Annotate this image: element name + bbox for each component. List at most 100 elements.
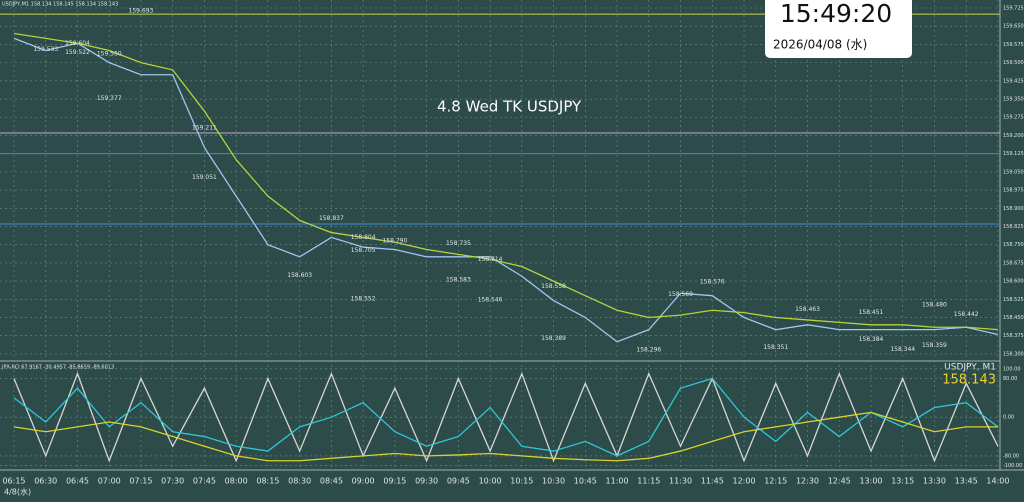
indicator-title: JPX-RCI 67.9167 -30.4957 -85.8659 -89.60… <box>1 365 114 371</box>
price-annotation: 159.693 <box>129 7 154 14</box>
y-tick-label: 158.825 <box>1003 224 1024 230</box>
x-tick-label: 12:30 <box>796 477 819 486</box>
series-line <box>13 32 998 331</box>
price-annotation: 158.558 <box>541 283 566 290</box>
price-annotation: 158.463 <box>795 306 820 313</box>
x-tick-label: 11:45 <box>701 477 724 486</box>
x-tick-label: 06:15 <box>2 477 25 486</box>
x-tick-label: 09:30 <box>415 477 438 486</box>
x-tick-label: 09:45 <box>447 477 470 486</box>
y-tick-label: 159.650 <box>1003 24 1024 30</box>
indicator-symbol: USDJPY, M1 <box>944 363 996 373</box>
y-tick-label: 159.575 <box>1003 42 1024 48</box>
price-annotation: 158.837 <box>319 215 344 222</box>
x-tick-label: 11:30 <box>669 477 692 486</box>
x-tick-label: 13:45 <box>955 477 978 486</box>
price-annotation: 158.804 <box>351 234 376 241</box>
x-tick-label: 12:45 <box>828 477 851 486</box>
y-tick-label: 159.125 <box>1003 151 1024 157</box>
x-tick-label: 10:15 <box>510 477 533 486</box>
x-tick-label: 06:45 <box>66 477 89 486</box>
x-tick-label: 10:45 <box>574 477 597 486</box>
last-price: 158.143 <box>942 373 996 388</box>
price-annotation: 158.359 <box>922 342 947 349</box>
y-tick-label: 100.00 <box>1003 366 1021 372</box>
x-tick-label: 14:00 <box>986 477 1009 486</box>
x-tick-label: 08:45 <box>320 477 343 486</box>
price-annotation: 158.552 <box>351 295 376 302</box>
price-annotation: 158.442 <box>954 311 979 318</box>
x-tick-label: 09:15 <box>383 477 406 486</box>
price-annotation: 159.522 <box>65 49 90 56</box>
clock-time: 15:49:20 <box>780 0 892 28</box>
y-tick-label: 159.050 <box>1003 169 1024 175</box>
x-tick-label: 09:00 <box>352 477 375 486</box>
y-tick-label: 158.375 <box>1003 333 1024 339</box>
clock-date: 2026/04/08 (水) <box>773 38 867 52</box>
price-annotation: 158.389 <box>541 335 566 342</box>
price-annotation: 158.603 <box>287 272 312 279</box>
x-tick-label: 13:15 <box>891 477 914 486</box>
x-tick-label: 10:30 <box>542 477 565 486</box>
x-tick-label: 07:00 <box>98 477 121 486</box>
y-tick-label: 159.350 <box>1003 97 1024 103</box>
price-annotation: 158.384 <box>859 336 884 343</box>
y-tick-label: 158.450 <box>1003 315 1024 321</box>
symbol-info: USDJPY,M1 158.134 158.145 158.134 158.14… <box>2 2 118 8</box>
y-tick-label: 158.975 <box>1003 188 1024 194</box>
price-annotation: 159.533 <box>33 46 58 53</box>
price-annotation: 158.576 <box>700 278 725 285</box>
x-tick-label: 06:30 <box>34 477 57 486</box>
price-annotation: 158.546 <box>478 297 503 304</box>
series-line <box>13 411 998 462</box>
y-tick-label: 159.275 <box>1003 115 1024 121</box>
series-line <box>13 371 999 463</box>
series-line <box>13 37 999 343</box>
y-tick-label: 158.900 <box>1003 206 1024 212</box>
x-tick-label: 08:30 <box>288 477 311 486</box>
x-tick-label: 11:00 <box>606 477 629 486</box>
price-annotation: 159.560 <box>97 51 122 58</box>
date-footer: 4/8(水) <box>4 487 31 497</box>
chart-title: 4.8 Wed TK USDJPY <box>437 98 582 116</box>
x-tick-label: 07:30 <box>161 477 184 486</box>
y-tick-label: 158.675 <box>1003 260 1024 266</box>
x-tick-label: 07:45 <box>193 477 216 486</box>
clock-box <box>765 0 912 58</box>
x-tick-label: 07:15 <box>129 477 152 486</box>
y-tick-label: 80.00 <box>1003 376 1017 382</box>
x-tick-label: 11:15 <box>637 477 660 486</box>
y-tick-label: 0.00 <box>1003 415 1014 421</box>
price-annotation: 158.296 <box>636 346 661 353</box>
x-tick-label: 13:30 <box>923 477 946 486</box>
price-annotation: 159.211 <box>192 124 217 131</box>
series-line <box>13 377 999 457</box>
y-tick-label: 159.725 <box>1003 6 1024 12</box>
price-annotation: 158.714 <box>478 256 503 263</box>
price-annotation: 158.351 <box>763 344 788 351</box>
y-tick-label: 158.750 <box>1003 242 1024 248</box>
x-tick-label: 12:00 <box>732 477 755 486</box>
price-annotation: 159.604 <box>65 40 90 47</box>
price-annotation: 158.583 <box>446 277 471 284</box>
price-annotation: 158.451 <box>859 309 884 316</box>
price-annotation: 158.705 <box>351 247 376 254</box>
y-tick-label: 158.525 <box>1003 297 1024 303</box>
price-annotation: 159.377 <box>97 95 122 102</box>
x-tick-label: 13:00 <box>859 477 882 486</box>
price-annotation: 158.790 <box>382 237 407 244</box>
price-annotation: 158.569 <box>668 291 693 298</box>
x-tick-label: 08:15 <box>256 477 279 486</box>
y-tick-label: 159.425 <box>1003 78 1024 84</box>
price-annotation: 158.344 <box>890 346 915 353</box>
y-tick-label: 159.500 <box>1003 60 1024 66</box>
y-tick-label: 158.600 <box>1003 279 1024 285</box>
clock: 15:49:20 2026/04/08 (水) <box>765 0 912 58</box>
price-annotation: 158.735 <box>446 240 471 247</box>
price-annotation: 158.480 <box>922 302 947 309</box>
price-annotation: 159.051 <box>192 174 217 181</box>
x-tick-label: 10:00 <box>479 477 502 486</box>
y-tick-label: 159.200 <box>1003 133 1024 139</box>
